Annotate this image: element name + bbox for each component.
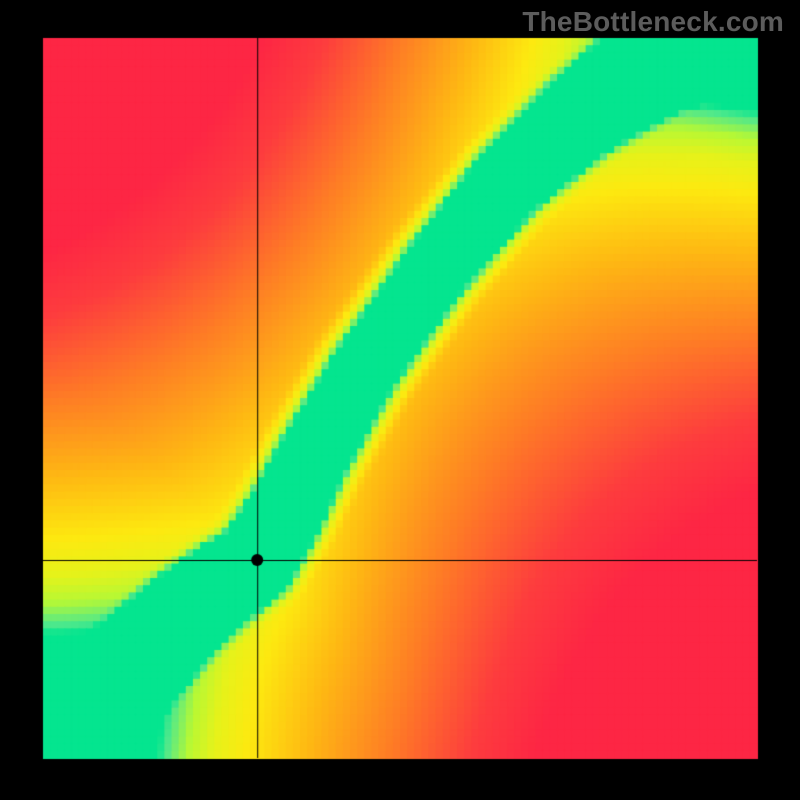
heatmap-canvas [0, 0, 800, 800]
chart-root: TheBottleneck.com [0, 0, 800, 800]
watermark-label: TheBottleneck.com [522, 6, 784, 38]
